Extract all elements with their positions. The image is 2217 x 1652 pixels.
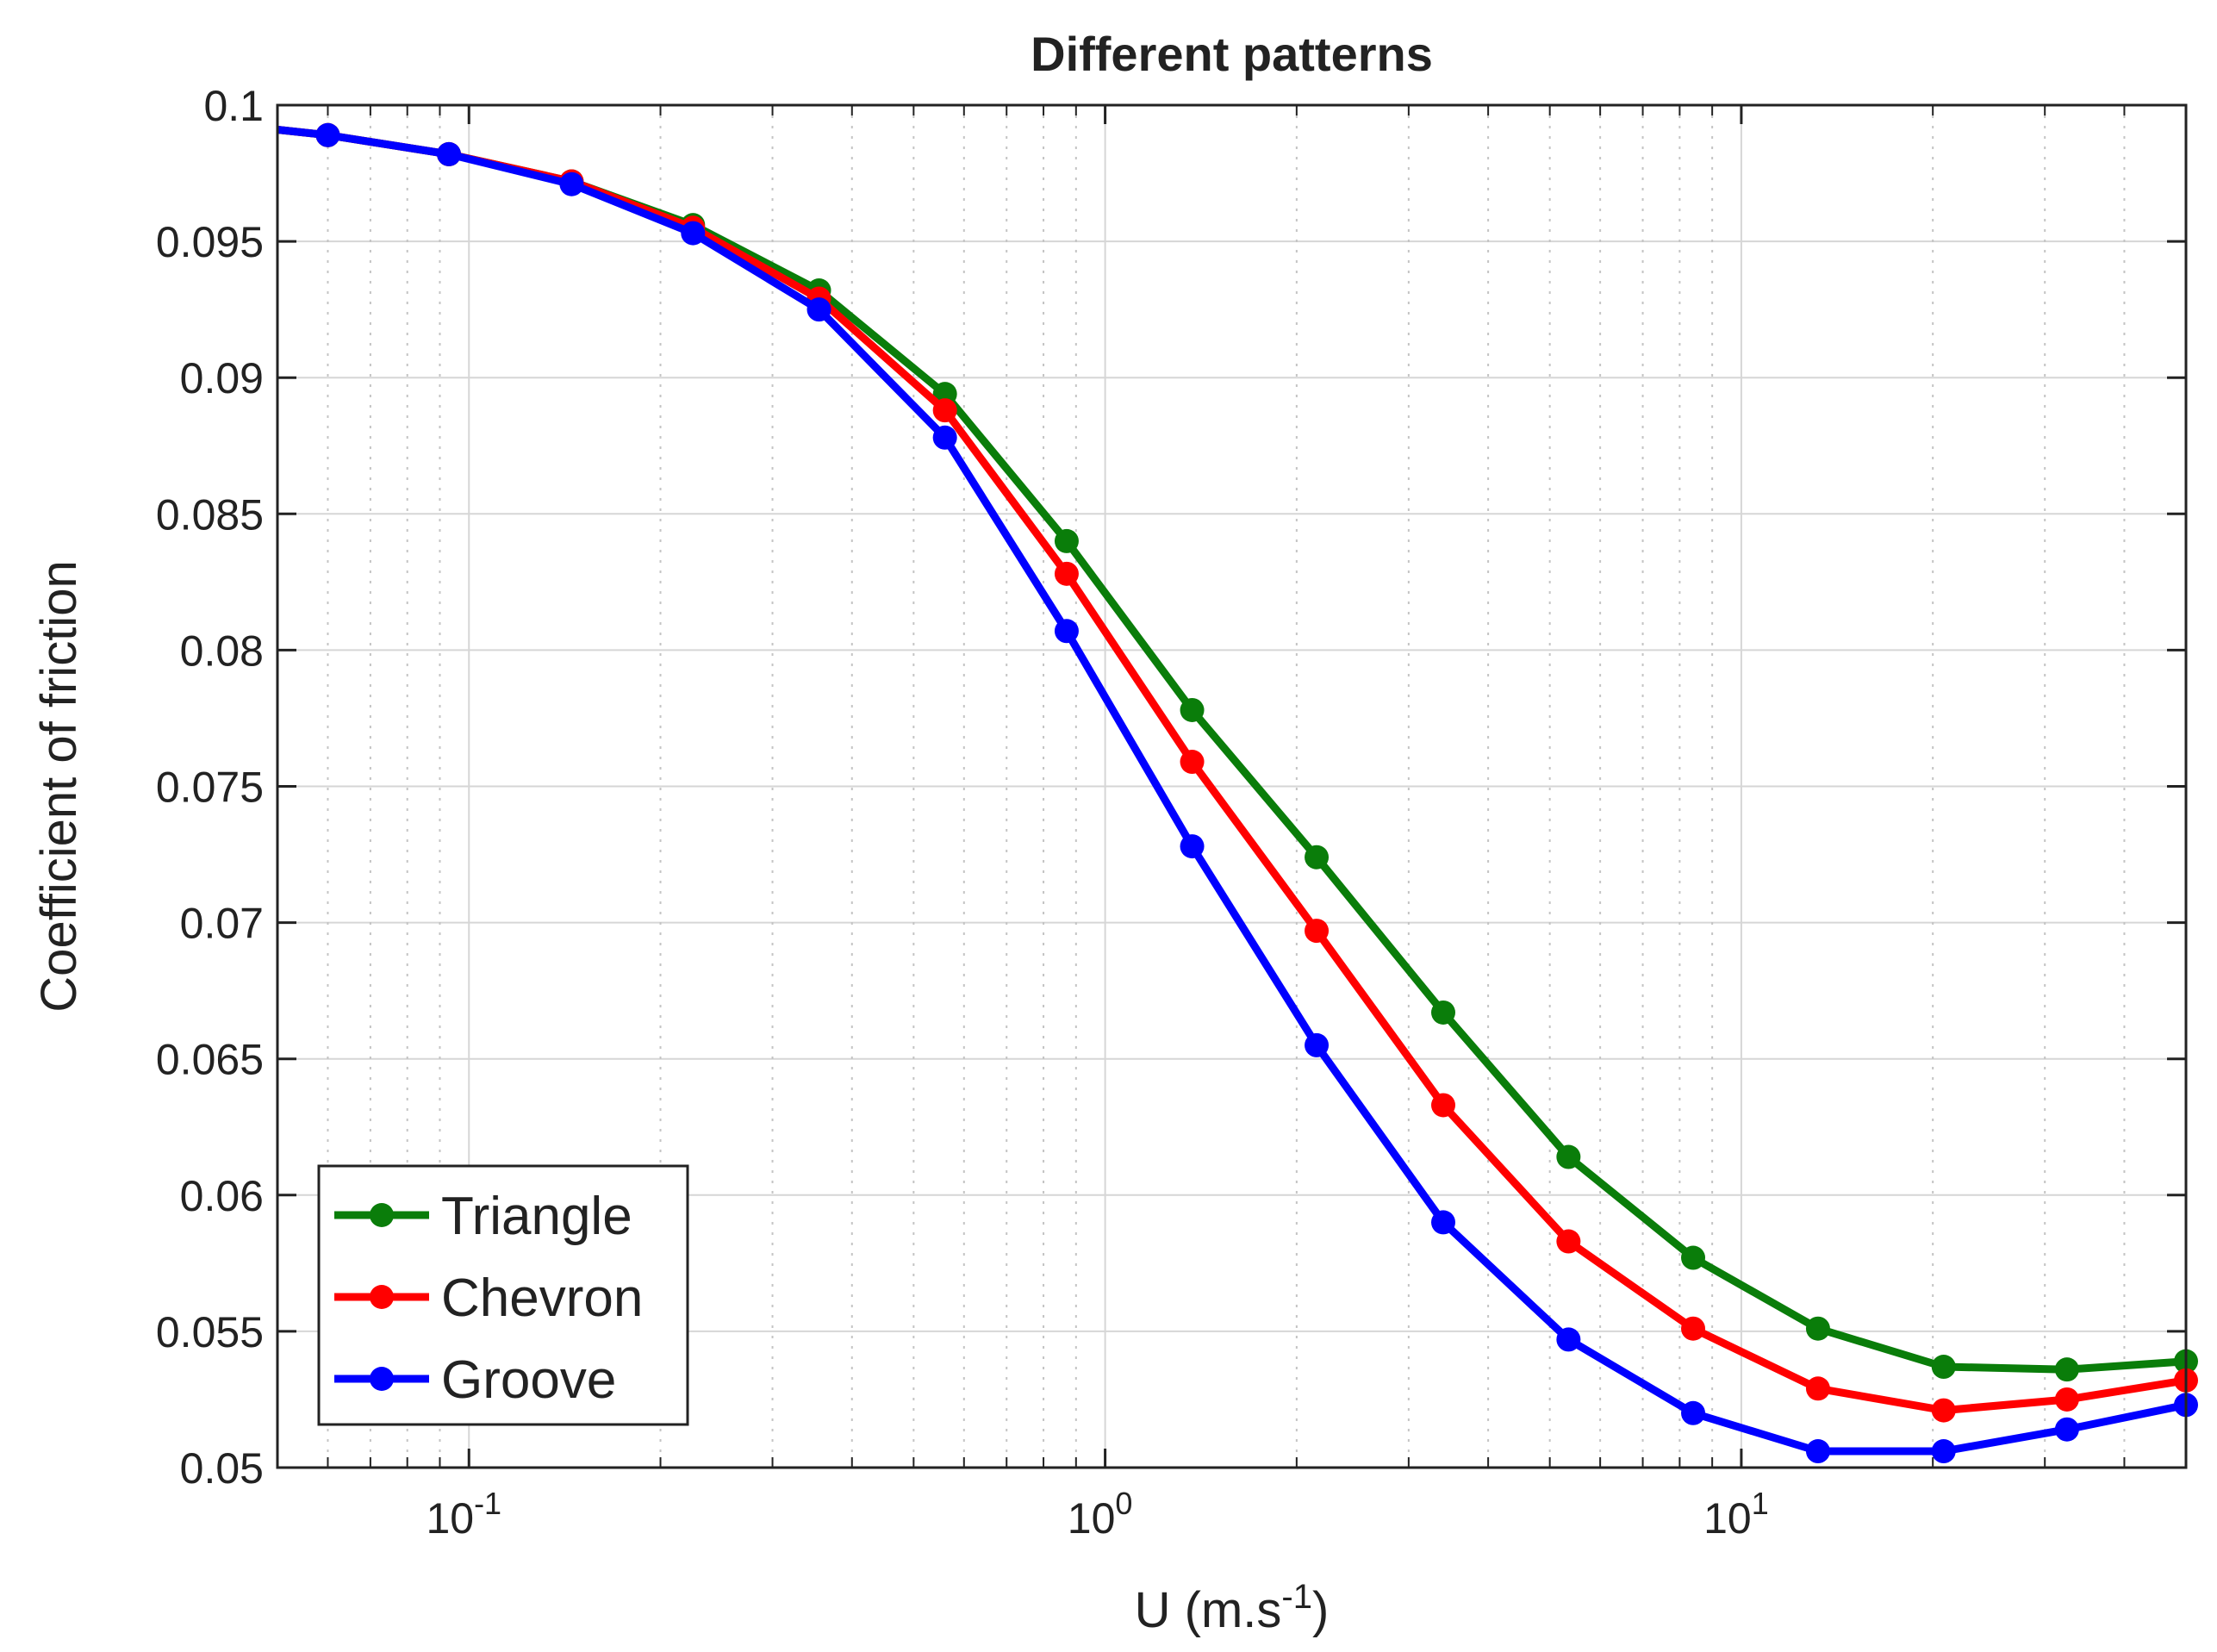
data-point-chevron bbox=[1054, 561, 1079, 586]
y-tick-label: 0.085 bbox=[156, 490, 264, 539]
data-point-groove bbox=[2054, 1417, 2079, 1442]
chart-title: Different patterns bbox=[1031, 27, 1433, 81]
x-tick-exponent: 1 bbox=[1752, 1486, 1769, 1521]
data-point-triangle bbox=[1431, 1000, 1456, 1025]
data-point-chevron bbox=[1805, 1376, 1830, 1401]
y-tick-label: 0.095 bbox=[156, 218, 264, 266]
data-point-triangle bbox=[1054, 528, 1079, 553]
data-point-groove bbox=[932, 425, 957, 450]
data-point-groove bbox=[681, 221, 706, 246]
data-point-chevron bbox=[1931, 1398, 1956, 1423]
data-point-groove bbox=[806, 297, 831, 322]
data-point-triangle bbox=[1180, 697, 1205, 722]
data-point-groove bbox=[1556, 1327, 1581, 1352]
data-point-groove bbox=[559, 171, 584, 196]
series-groove bbox=[277, 122, 2198, 1464]
y-tick-label: 0.08 bbox=[180, 627, 264, 675]
y-tick-label: 0.065 bbox=[156, 1036, 264, 1084]
data-point-groove bbox=[436, 141, 461, 166]
data-point-triangle bbox=[1931, 1355, 1956, 1380]
data-point-triangle bbox=[1681, 1245, 1706, 1270]
data-point-triangle bbox=[1305, 845, 1330, 870]
data-point-groove bbox=[1054, 619, 1079, 644]
y-tick-label: 0.055 bbox=[156, 1308, 264, 1356]
data-point-chevron bbox=[932, 398, 957, 423]
data-point-triangle bbox=[2054, 1357, 2079, 1382]
data-point-groove bbox=[1305, 1032, 1330, 1057]
x-axis-label: U (m.s-1) bbox=[1135, 1578, 1330, 1638]
data-point-chevron bbox=[1431, 1093, 1456, 1118]
legend: Triangle Chevron Groove bbox=[317, 1164, 689, 1426]
legend-label-chevron: Chevron bbox=[441, 1269, 643, 1328]
data-point-chevron bbox=[1681, 1316, 1706, 1341]
data-point-chevron bbox=[2054, 1387, 2079, 1412]
y-tick-label: 0.09 bbox=[180, 354, 264, 402]
tick-labels: 0.05 0.055 0.06 0.065 0.07 0.075 0.08 0.085 0.09… bbox=[156, 82, 1769, 1543]
x-axis-label-main: U (m.s bbox=[1135, 1582, 1282, 1638]
data-point-groove bbox=[1931, 1439, 1956, 1464]
data-point-chevron bbox=[1556, 1229, 1581, 1254]
data-point-chevron bbox=[1305, 919, 1330, 944]
y-tick-label: 0.1 bbox=[203, 82, 264, 130]
x-tick-exponent: -1 bbox=[474, 1486, 501, 1521]
data-point-groove bbox=[1805, 1439, 1830, 1464]
x-tick-base: 10 bbox=[426, 1494, 474, 1543]
legend-label-triangle: Triangle bbox=[441, 1187, 632, 1246]
data-point-groove bbox=[1180, 834, 1205, 859]
data-point-groove bbox=[1431, 1210, 1456, 1235]
data-point-triangle bbox=[1556, 1144, 1581, 1169]
legend-marker-chevron bbox=[370, 1285, 394, 1309]
x-tick-label: 10-1 bbox=[426, 1486, 501, 1543]
data-point-triangle bbox=[1805, 1316, 1830, 1341]
x-tick-label: 100 bbox=[1068, 1486, 1133, 1543]
legend-marker-triangle bbox=[370, 1203, 394, 1227]
data-point-groove bbox=[315, 122, 340, 147]
y-tick-label: 0.075 bbox=[156, 764, 264, 812]
legend-label-groove: Groove bbox=[441, 1350, 616, 1410]
data-point-chevron bbox=[1180, 750, 1205, 775]
x-axis-label-close: ) bbox=[1312, 1582, 1329, 1638]
ticks bbox=[277, 103, 2187, 1469]
y-axis-label: Coefficient of friction bbox=[31, 560, 87, 1012]
x-tick-exponent: 0 bbox=[1115, 1486, 1132, 1521]
y-tick-label: 0.06 bbox=[180, 1172, 264, 1220]
y-tick-label: 0.05 bbox=[180, 1444, 264, 1493]
data-point-groove bbox=[1681, 1400, 1706, 1425]
x-tick-label: 101 bbox=[1703, 1486, 1769, 1543]
y-tick-label: 0.07 bbox=[180, 900, 264, 948]
series-layer bbox=[277, 122, 2198, 1464]
x-axis-label-exponent: -1 bbox=[1281, 1578, 1312, 1616]
x-tick-base: 10 bbox=[1068, 1494, 1116, 1543]
legend-marker-groove bbox=[370, 1367, 394, 1391]
x-tick-base: 10 bbox=[1703, 1494, 1752, 1543]
